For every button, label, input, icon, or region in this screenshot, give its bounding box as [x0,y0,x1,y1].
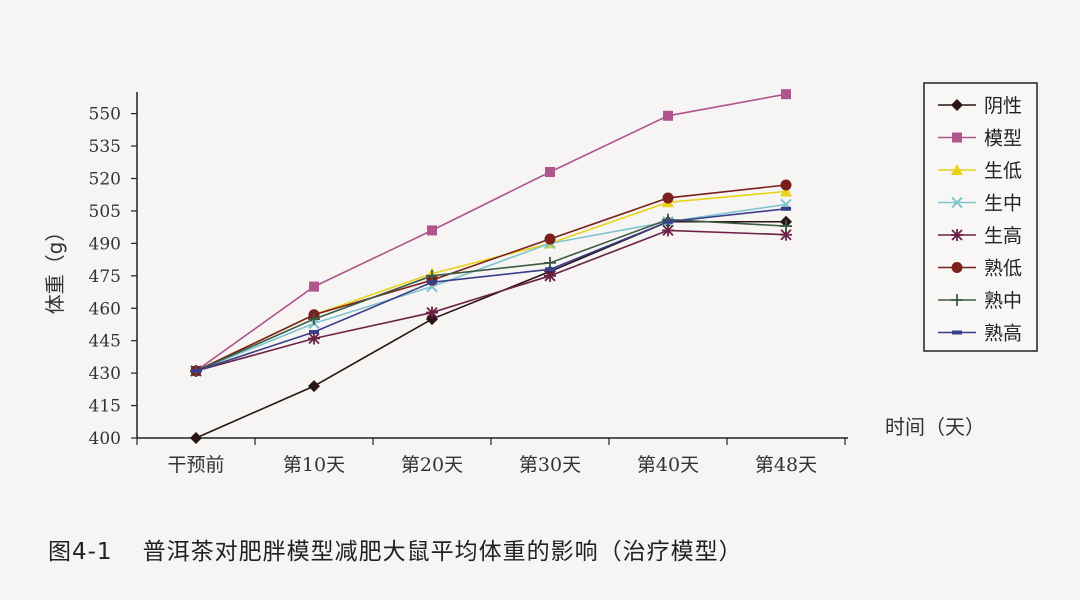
legend-item: 熟低 [938,258,1022,280]
data-point [780,179,792,191]
data-point [308,332,320,345]
x-tick-labels: 干预前 第10天 第20天 第30天 第40天 第48天 [167,454,817,476]
legend-marker [952,330,962,335]
legend-marker [951,196,963,209]
chart-axes [131,92,848,445]
legend-label: 熟中 [984,290,1022,312]
legend-item: 生低 [938,160,1022,182]
series-line [195,93,787,372]
legend-box [923,82,1038,352]
x-axis-label: 时间（天） [885,415,985,439]
series-layer [190,89,792,444]
caption-text: 普洱茶对肥胖模型减肥大鼠平均体重的影响（治疗模型） [142,539,743,565]
y-tick-label: 520 [89,170,121,190]
data-point [780,185,792,197]
y-tick-label: 505 [89,202,121,222]
data-point [662,192,674,204]
data-point [191,368,201,373]
series-line [195,207,787,372]
series-line [195,218,787,372]
x-tick-label: 第20天 [401,454,463,476]
legend-item: 熟高 [938,323,1022,345]
y-axis-label: 体重（g） [43,222,67,315]
y-tick-label: 400 [89,429,121,449]
data-point [427,225,437,236]
series-line [195,220,786,439]
data-point [309,281,319,292]
data-point [308,313,320,326]
series-5 [190,224,792,377]
legend-item: 生高 [938,225,1022,247]
y-tick-label: 445 [89,332,121,352]
series-line [195,229,787,372]
data-point [780,220,792,233]
x-tick-label: 第30天 [519,454,581,476]
data-point [426,306,438,319]
legend-label: 模型 [984,128,1022,150]
y-tick-label: 490 [89,234,121,254]
y-tick-label: 460 [89,299,121,319]
y-tick-label: 535 [89,137,121,157]
data-point [545,267,555,272]
x-tick-label: 第10天 [283,454,345,476]
data-point [545,167,555,178]
legend-marker [951,294,963,306]
data-point [190,432,202,444]
y-tick-label: 475 [89,267,121,287]
data-point [544,233,556,245]
legend-item: 生中 [938,193,1022,215]
legend-label: 熟高 [984,323,1022,345]
legend-label: 生中 [984,193,1022,215]
legend-item: 模型 [938,128,1022,150]
y-tick-labels: 400 415 430 445 460 475 490 505 520 535 550 [89,105,121,449]
legend-label: 生低 [984,160,1022,182]
legend-label: 熟低 [984,258,1022,280]
x-tick-label: 干预前 [167,454,224,476]
legend-marker [951,99,963,111]
data-point [544,256,556,269]
y-tick-label: 550 [89,105,121,125]
data-point [662,224,674,237]
series-4 [190,198,792,377]
figure-caption: 图4-1 普洱茶对肥胖模型减肥大鼠平均体重的影响（治疗模型） [48,532,743,566]
figure-number: 图4-1 [48,539,113,565]
data-point [309,330,319,335]
data-point [781,89,791,100]
data-point [426,269,438,282]
x-tick-label: 第40天 [637,454,699,476]
y-tick-label: 430 [89,364,121,384]
legend-label: 生高 [984,225,1022,247]
legend-marker [951,262,963,273]
legend-item: 熟中 [938,290,1022,312]
legend-marker [951,229,963,241]
data-point [780,228,792,241]
legend-marker [952,132,962,143]
data-point [427,280,437,285]
data-point [781,206,791,211]
data-point [663,110,673,121]
legend-item: 阴性 [938,95,1022,117]
series-6 [190,179,792,377]
data-point [308,380,320,393]
y-tick-label: 415 [89,397,121,417]
legend-marker [951,164,963,175]
data-point [663,219,673,224]
data-point [544,269,556,282]
legend-label: 阴性 [984,95,1022,117]
series-1 [190,215,792,444]
x-tick-label: 第48天 [755,454,817,476]
series-line [195,184,787,372]
series-8 [191,206,791,373]
